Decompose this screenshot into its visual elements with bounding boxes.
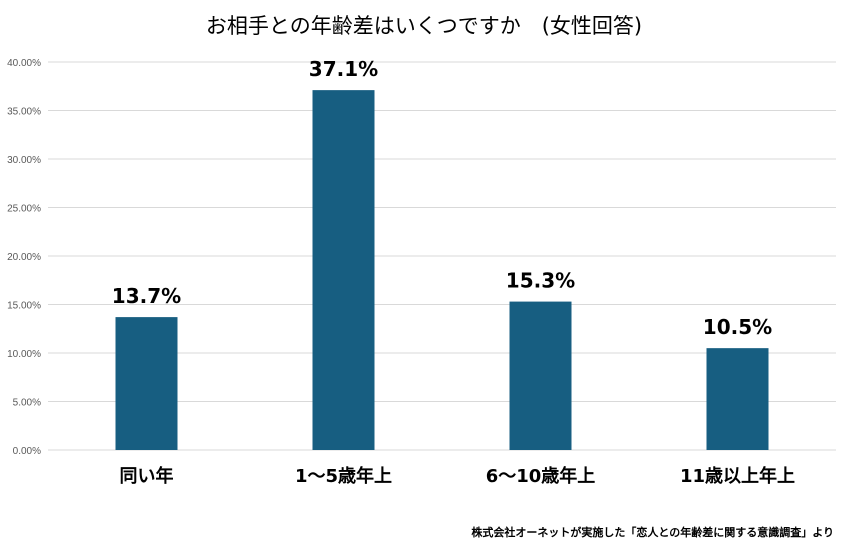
- y-tick-label: 25.00%: [7, 204, 41, 215]
- data-label: 37.1%: [309, 57, 378, 81]
- y-tick-label: 10.00%: [7, 349, 41, 360]
- chart-title: お相手との年齢差はいくつですか (女性回答): [205, 14, 643, 38]
- y-tick-label: 15.00%: [7, 301, 41, 312]
- bar: [706, 348, 769, 450]
- data-labels: 13.7% 37.1% 15.3% 10.5%: [112, 57, 772, 339]
- data-label: 13.7%: [112, 284, 181, 308]
- x-axis-labels: 同い年 1～5歳年上 6～10歳年上 11歳以上年上: [120, 465, 796, 487]
- y-axis-ticks: 0.00% 5.00% 10.00% 15.00% 20.00% 25.00% 30.00%…: [7, 58, 41, 457]
- data-label: 15.3%: [506, 269, 575, 293]
- gridlines: [48, 61, 836, 451]
- x-tick-label: 同い年: [120, 465, 174, 487]
- x-tick-label: 6～10歳年上: [486, 465, 596, 487]
- y-tick-label: 35.00%: [7, 107, 41, 118]
- bars: [115, 90, 769, 450]
- source-note: 株式会社オーネットが実施した「恋人との年齢差に関する意識調査」より: [471, 526, 834, 539]
- y-tick-label: 0.00%: [13, 446, 41, 457]
- x-tick-label: 1～5歳年上: [295, 465, 392, 487]
- y-tick-label: 5.00%: [13, 398, 41, 409]
- bar: [509, 301, 572, 450]
- bar: [115, 317, 178, 450]
- y-tick-label: 20.00%: [7, 252, 41, 263]
- y-tick-label: 30.00%: [7, 155, 41, 166]
- x-tick-label: 11歳以上年上: [680, 465, 795, 487]
- bar: [312, 90, 375, 450]
- data-label: 10.5%: [703, 315, 772, 339]
- y-tick-label: 40.00%: [7, 58, 41, 69]
